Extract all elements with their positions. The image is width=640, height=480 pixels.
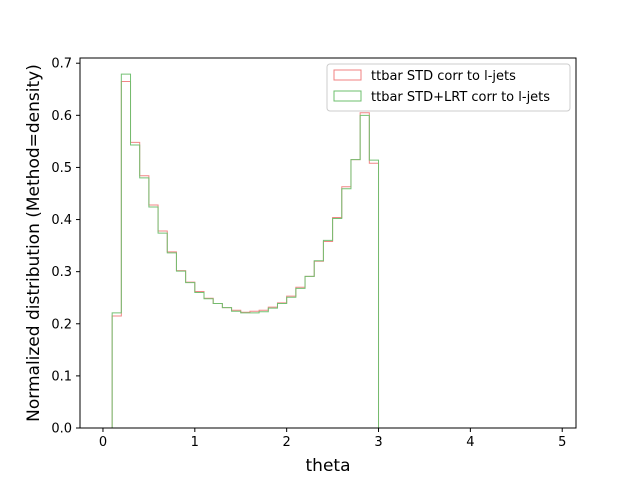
legend-frame [326,63,571,112]
y-tick-label: 0.3 [51,265,72,280]
x-tick-label: 1 [191,435,199,450]
y-axis-label: Normalized distribution (Method=density) [24,64,44,422]
y-tick-label: 0.7 [51,57,72,72]
y-tick-label: 0.2 [51,317,72,332]
x-axis-label: theta [306,456,351,476]
y-axis-ticks: 0.0 0.1 0.2 0.3 0.4 0.5 0.6 0.7 [51,57,80,437]
x-tick-label: 2 [283,435,291,450]
legend-swatch-std-lrt [333,90,362,102]
y-tick-label: 0.1 [51,369,72,384]
x-tick-label: 5 [558,435,566,450]
x-tick-label: 3 [374,435,382,450]
x-tick-label: 0 [99,435,107,450]
y-tick-label: 0.0 [51,422,72,437]
legend-swatch-std [333,69,362,81]
legend: ttbar STD corr to l-jets ttbar STD+LRT c… [326,63,571,112]
axes-frame [79,57,577,429]
y-tick-label: 0.6 [51,109,72,124]
legend-label-std-lrt: ttbar STD+LRT corr to l-jets [371,90,550,105]
x-axis-ticks: 0 1 2 3 4 5 [99,428,566,450]
x-tick-label: 4 [466,435,474,450]
y-tick-label: 0.5 [51,161,72,176]
y-tick-label: 0.4 [51,213,72,228]
legend-label-std: ttbar STD corr to l-jets [371,69,516,84]
